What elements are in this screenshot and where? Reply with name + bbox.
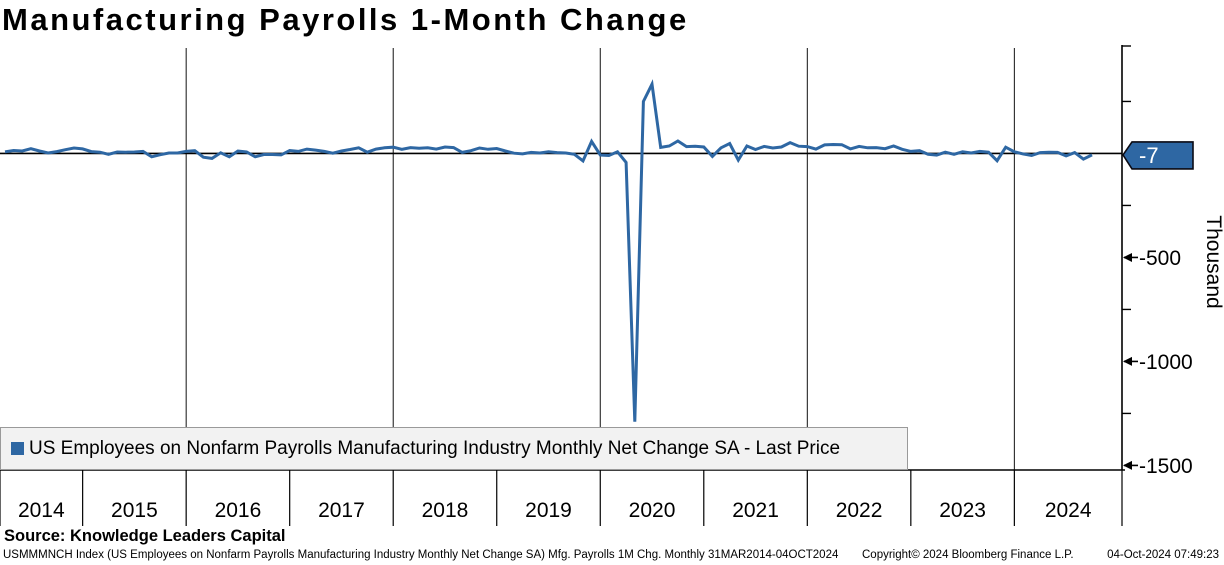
timestamp: 04-Oct-2024 07:49:23 (1107, 549, 1219, 561)
x-year-label: 2021 (732, 499, 779, 522)
copyright-text: Copyright© 2024 Bloomberg Finance L.P. (862, 549, 1074, 561)
x-axis-ticks-and-labels: 2014 2015 2016 2017 2018 2019 2020 2021 2022 2023… (0, 470, 1123, 526)
last-price-tag-label: -7 (1139, 143, 1159, 168)
x-year-label: 2023 (939, 499, 986, 522)
vertical-gridlines (185, 48, 1015, 470)
x-year-label: 2022 (836, 499, 883, 522)
x-year-label: 2014 (18, 499, 65, 522)
legend-label: US Employees on Nonfarm Payrolls Manufac… (29, 437, 841, 459)
x-year-label: 2017 (318, 499, 365, 522)
axes (0, 45, 1131, 471)
x-year-label: 2015 (111, 499, 158, 522)
x-year-label: 2016 (215, 499, 262, 522)
last-price-tag: -7 (1122, 141, 1194, 170)
y-axis-title: Thousand (1202, 215, 1224, 308)
y-tick-label: -500 (1139, 247, 1181, 270)
series-line-group (4, 79, 1093, 422)
x-year-label: 2018 (422, 499, 469, 522)
x-year-label: 2019 (525, 499, 572, 522)
fineprint-bar: USMMMNCH Index (US Employees on Nonfarm … (0, 549, 1224, 565)
x-year-label: 2020 (629, 499, 676, 522)
last-price-tag-shape (1122, 141, 1194, 170)
y-tick-arrowhead (1123, 460, 1132, 470)
y-tick-label: -1500 (1139, 455, 1193, 478)
x-year-label: 2024 (1045, 499, 1092, 522)
y-axis-ticks-and-labels: -500 -1000 -1500 (1122, 100, 1193, 478)
legend: US Employees on Nonfarm Payrolls Manufac… (0, 427, 908, 470)
series-line (4, 79, 1093, 422)
ticker-description: USMMMNCH Index (US Employees on Nonfarm … (3, 549, 839, 561)
y-tick-arrowhead (1123, 252, 1132, 262)
y-tick-arrowhead (1123, 356, 1132, 366)
source-line: Source: Knowledge Leaders Capital (4, 527, 286, 545)
chart-title: Manufacturing Payrolls 1-Month Change (2, 2, 689, 37)
y-axis-title-text: Thousand (1202, 215, 1224, 308)
y-tick-label: -1000 (1139, 351, 1193, 374)
legend-swatch-icon (11, 442, 24, 455)
